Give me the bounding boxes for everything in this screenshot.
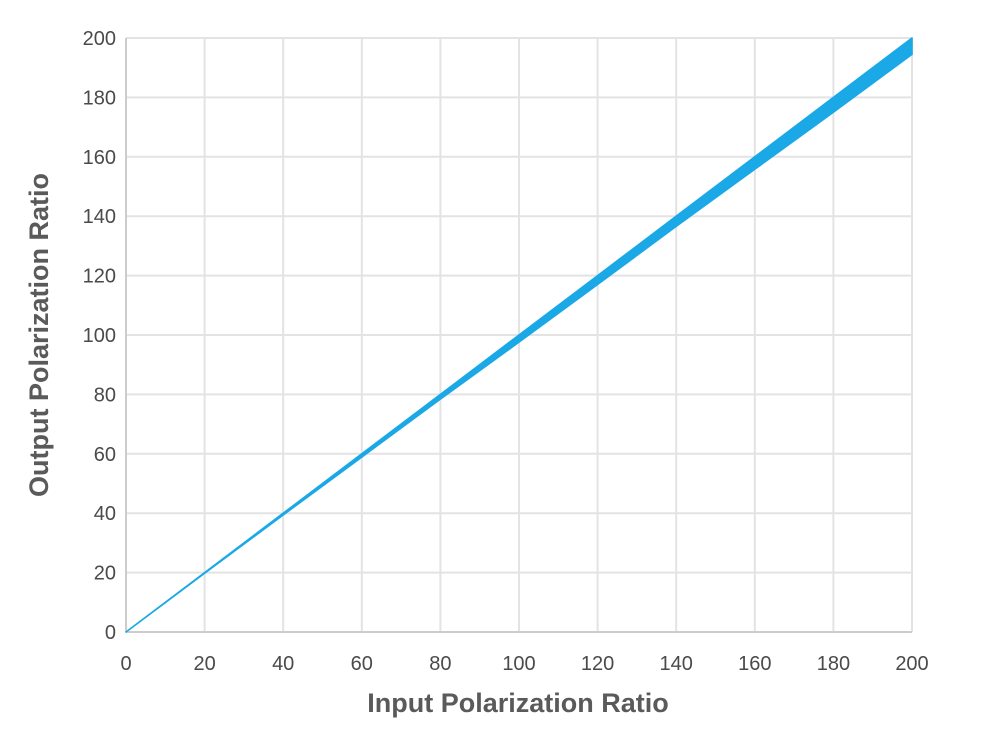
series-band	[125, 37, 913, 633]
x-tick-label: 0	[120, 653, 131, 675]
y-axis-title: Output Polarization Ratio	[24, 173, 54, 497]
y-tick-label: 20	[94, 563, 116, 585]
x-tick-label: 200	[895, 653, 928, 675]
y-tick-label: 0	[105, 622, 116, 644]
y-tick-label: 120	[83, 266, 116, 288]
x-tick-label: 80	[429, 653, 451, 675]
y-tick-label: 60	[94, 444, 116, 466]
x-axis-title: Input Polarization Ratio	[367, 688, 669, 718]
x-tick-label: 180	[817, 653, 850, 675]
tick-layer: 0 20 40 60 80 100 120 140 160 180 200 0 20 40 60 80 100 1…	[83, 28, 929, 675]
x-tick-label: 100	[502, 653, 535, 675]
y-tick-label: 80	[94, 384, 116, 406]
y-tick-label: 40	[94, 503, 116, 525]
grid-layer	[125, 37, 913, 633]
x-tick-label: 20	[193, 653, 215, 675]
y-tick-label: 200	[83, 28, 116, 50]
y-tick-label: 140	[83, 206, 116, 228]
y-tick-label: 160	[83, 147, 116, 169]
x-tick-label: 60	[351, 653, 373, 675]
y-tick-label: 180	[83, 87, 116, 109]
y-tick-label: 100	[83, 325, 116, 347]
x-tick-label: 140	[660, 653, 693, 675]
x-tick-label: 120	[581, 653, 614, 675]
x-tick-label: 40	[272, 653, 294, 675]
band-layer	[125, 37, 913, 633]
x-tick-label: 160	[738, 653, 771, 675]
